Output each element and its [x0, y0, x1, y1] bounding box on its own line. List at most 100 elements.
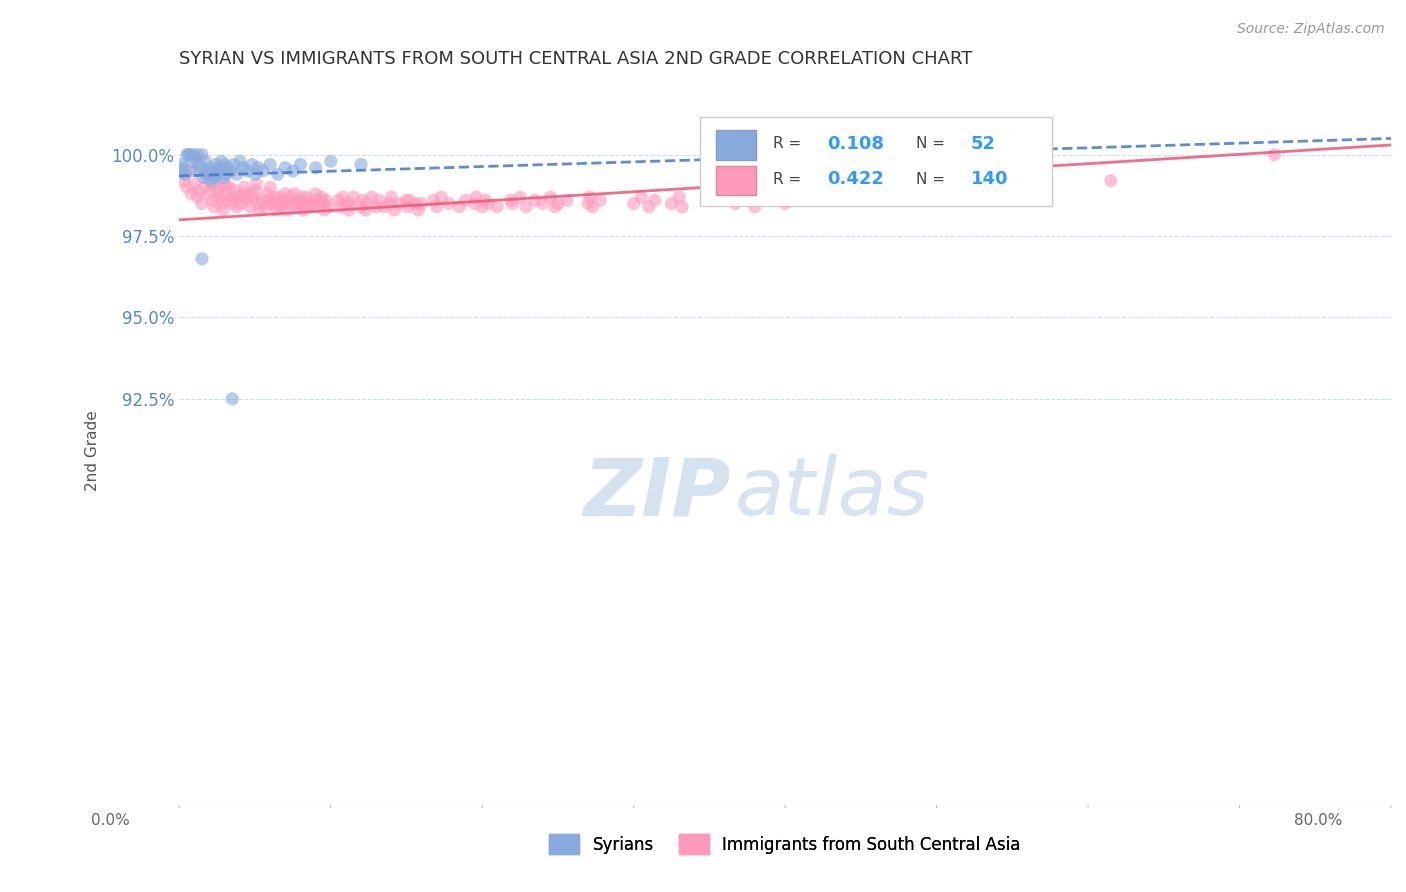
Text: R =: R =: [773, 171, 801, 186]
Point: [283, 186, 305, 201]
Point: [208, 180, 231, 194]
Point: [538, 190, 561, 204]
Point: [486, 200, 509, 214]
Point: [173, 161, 195, 175]
Point: [332, 190, 354, 204]
Point: [238, 186, 260, 201]
Point: [281, 196, 304, 211]
Point: [191, 196, 214, 211]
Point: [200, 174, 222, 188]
Point: [426, 200, 449, 214]
Point: [368, 194, 391, 208]
Point: [515, 200, 537, 214]
Point: [454, 194, 477, 208]
Point: [335, 196, 357, 211]
Point: [202, 200, 225, 214]
Point: [555, 194, 578, 208]
Point: [744, 200, 766, 214]
Point: [311, 190, 333, 204]
Point: [191, 252, 214, 266]
Point: [773, 196, 796, 211]
Point: [398, 194, 420, 208]
Point: [290, 157, 312, 171]
Point: [197, 167, 219, 181]
Point: [290, 196, 312, 211]
Point: [198, 186, 221, 201]
Point: [366, 200, 388, 214]
Point: [477, 196, 499, 211]
Point: [215, 186, 238, 201]
Point: [224, 184, 246, 198]
Point: [360, 190, 382, 204]
Text: 0.0%: 0.0%: [91, 814, 131, 828]
Point: [578, 190, 600, 204]
Point: [195, 164, 218, 178]
Point: [449, 200, 471, 214]
Point: [181, 147, 204, 161]
Point: [278, 190, 301, 204]
Point: [212, 202, 235, 217]
Point: [339, 196, 361, 211]
Point: [304, 186, 326, 201]
Point: [170, 157, 193, 171]
Point: [204, 157, 226, 171]
Point: [405, 196, 427, 211]
Point: [671, 200, 693, 214]
Text: R =: R =: [773, 136, 801, 151]
Bar: [716, 130, 756, 160]
Point: [177, 147, 200, 161]
Point: [205, 167, 228, 181]
Point: [211, 196, 233, 211]
Legend: Syrians, Immigrants from South Central Asia: Syrians, Immigrants from South Central A…: [543, 828, 1028, 861]
Point: [582, 200, 605, 214]
Point: [395, 194, 418, 208]
Point: [623, 196, 645, 211]
Point: [259, 180, 281, 194]
Point: [308, 194, 330, 208]
Point: [411, 196, 433, 211]
Point: [236, 194, 259, 208]
Point: [214, 177, 236, 191]
Point: [243, 184, 266, 198]
Point: [544, 200, 567, 214]
Point: [499, 194, 522, 208]
Point: [209, 164, 232, 178]
Text: 140: 140: [970, 170, 1008, 188]
Point: [277, 202, 299, 217]
Point: [205, 184, 228, 198]
Point: [225, 167, 247, 181]
Point: [408, 202, 430, 217]
Point: [531, 196, 554, 211]
Point: [195, 170, 218, 185]
Point: [274, 186, 297, 201]
Point: [291, 190, 314, 204]
Point: [589, 194, 612, 208]
Point: [211, 154, 233, 169]
Point: [172, 164, 194, 178]
Point: [254, 200, 277, 214]
Point: [877, 174, 900, 188]
Point: [264, 202, 287, 217]
Point: [186, 147, 208, 161]
Point: [225, 200, 247, 214]
Point: [263, 190, 285, 204]
Point: [179, 164, 201, 178]
Point: [267, 167, 290, 181]
Point: [465, 190, 488, 204]
Point: [304, 161, 326, 175]
Point: [222, 157, 245, 171]
Point: [200, 177, 222, 191]
Point: [232, 161, 254, 175]
Point: [547, 196, 569, 211]
Point: [315, 194, 337, 208]
Text: atlas: atlas: [734, 454, 929, 533]
Point: [174, 167, 197, 181]
Point: [247, 196, 270, 211]
Point: [202, 170, 225, 185]
Point: [356, 196, 378, 211]
Point: [176, 180, 198, 194]
Point: [287, 200, 309, 214]
Point: [269, 190, 291, 204]
Text: 52: 52: [970, 135, 995, 153]
Point: [388, 196, 411, 211]
